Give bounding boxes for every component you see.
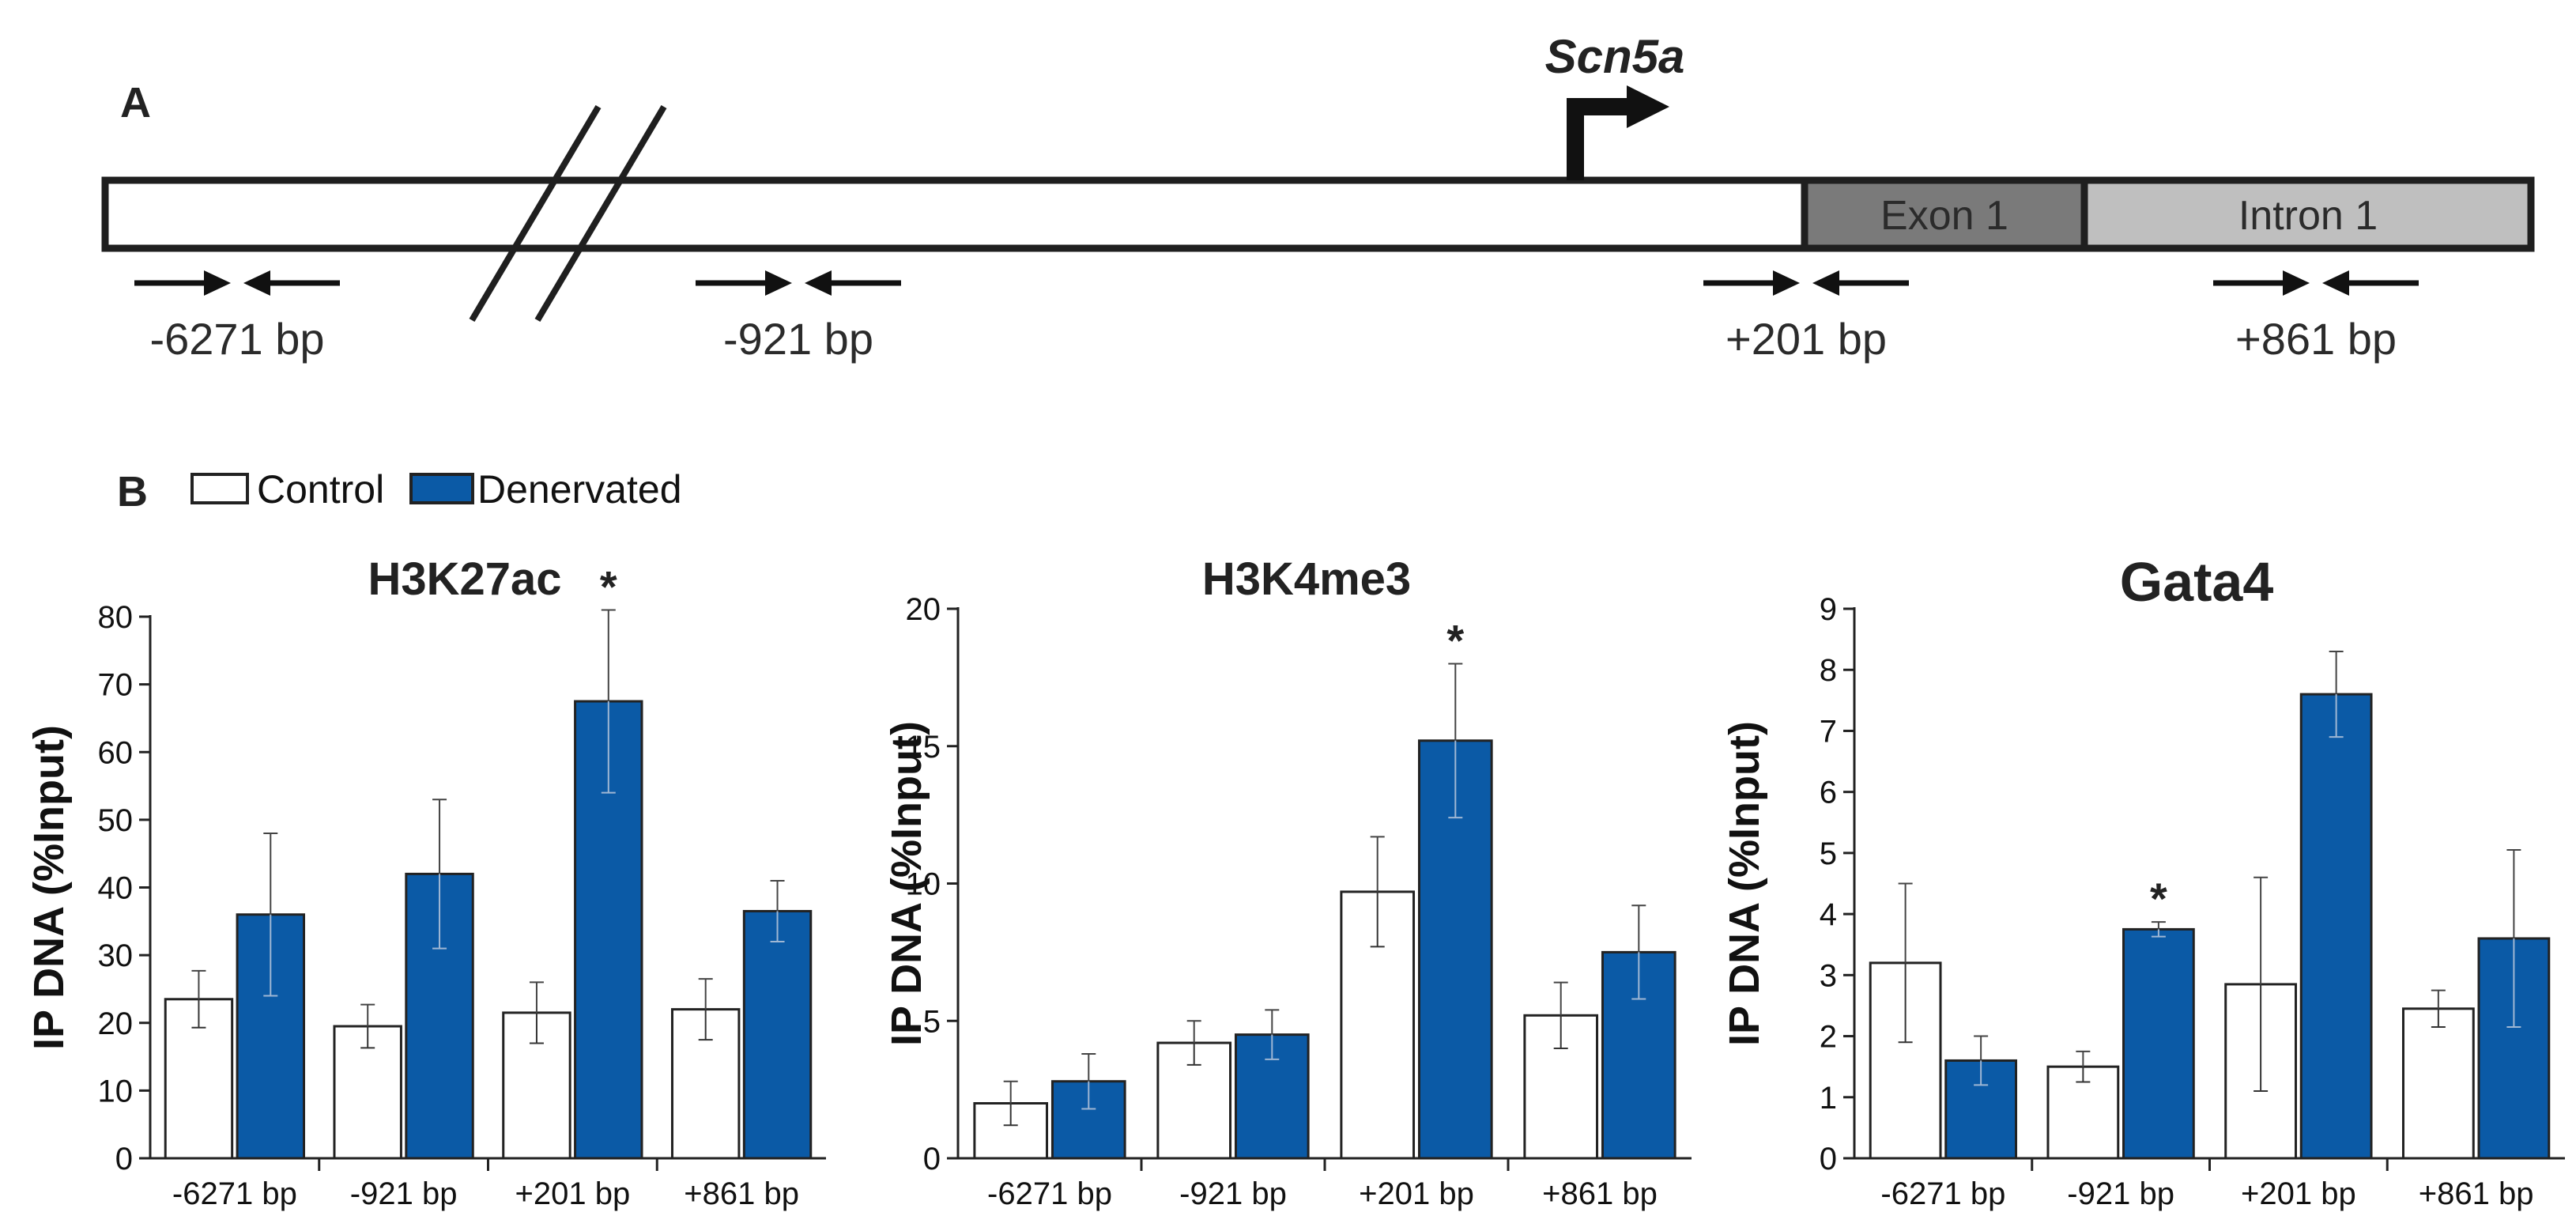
primer-label: -921 bp [723,314,873,364]
chart-gata4: Gata4 IP DNA (%Input) 0 1 2 3 4 5 6 7 8 9 -6271 bp -9… [1721,551,2565,1211]
bar-denervated--921bp [2122,927,2195,1160]
y-tick-label: 6 [1820,776,1837,810]
y-tick-label: 0 [923,1142,941,1176]
exon-1-label: Exon 1 [1880,193,2008,239]
bar-denervated-+201bp [2299,693,2373,1160]
y-tick-label: 20 [906,592,941,627]
y-axis-label: IP DNA (%Input) [1721,721,1768,1046]
x-tick-label: -921 bp [1179,1176,1287,1211]
exon-1-box [1801,176,2088,252]
chart-title: Gata4 [2120,551,2274,613]
x-tick-label: +201 bp [1359,1176,1474,1211]
y-tick-label: 0 [1820,1142,1837,1176]
intron-1-label: Intron 1 [2238,193,2378,239]
panel-b-label: B [117,468,148,515]
primer-reverse-head [1812,270,1839,296]
primer-label: +201 bp [1726,314,1887,364]
tss-arrow-stem [1567,98,1628,180]
significance-star: * [1446,616,1464,666]
axis-break-line-1 [469,104,602,323]
x-tick-label: +201 bp [515,1176,631,1211]
primer-label: -6271 bp [149,314,324,364]
axis-break-line-2 [534,104,667,323]
y-tick-label: 8 [1820,653,1837,688]
y-tick-label: 4 [1820,897,1837,932]
primer-forward-head [204,270,231,296]
panel-a-label: A [120,79,151,126]
legend-control-label: Control [257,467,384,512]
y-tick-label: 40 [98,871,134,906]
y-tick-label: 0 [115,1142,133,1176]
x-tick-label: -921 bp [2067,1176,2174,1211]
panel-a: A Exon 1 Intron 1 Scn5a -6271 bp -921 bp +… [101,30,2535,364]
panel-b: B Control Denervated H3K27ac IP DNA (%Inp… [25,467,2565,1211]
primer-forward-head [2283,270,2310,296]
y-tick-label: 10 [906,867,941,902]
y-tick-label: 70 [98,668,134,703]
primer-reverse-head [805,270,832,296]
x-tick-label: -6271 bp [1880,1176,2005,1211]
legend-denervated-label: Denervated [477,467,682,512]
legend-control-swatch [190,473,249,504]
y-tick-label: 80 [98,600,134,635]
y-tick-label: 9 [1820,592,1837,627]
x-tick-label: -6271 bp [987,1176,1112,1211]
chart-h3k4me3: H3K4me3 IP DNA (%Input) 0 5 10 15 20 -6271 bp -9… [883,553,1692,1211]
y-axis-label: IP DNA (%Input) [25,725,73,1050]
y-tick-label: 10 [98,1074,134,1108]
y-tick-label: 5 [923,1004,941,1039]
intron-1-box [2080,176,2535,252]
promoter-region-box [101,176,1808,252]
x-tick-label: -921 bp [350,1176,458,1211]
bar-control--921bp [2046,1065,2120,1160]
legend-denervated-swatch [409,473,474,504]
significance-star: * [2150,874,2167,923]
y-tick-label: 1 [1820,1081,1837,1116]
y-tick-label: 7 [1820,714,1837,749]
y-tick-label: 20 [98,1006,134,1041]
bar-denervated-+861bp [742,909,813,1160]
y-tick-label: 3 [1820,958,1837,993]
primer-forward-head [1773,270,1800,296]
primer-reverse-head [2322,270,2349,296]
y-tick-label: 50 [98,803,134,838]
y-tick-label: 2 [1820,1020,1837,1055]
gene-name: Scn5a [1545,30,1685,83]
y-tick-label: 15 [906,730,941,765]
tss-arrow-head [1627,85,1669,128]
primer-forward-head [765,270,792,296]
bar-control--6271bp [973,1102,1049,1160]
x-tick-label: +861 bp [2419,1176,2534,1211]
significance-star: * [600,561,617,611]
primer-pairs: -6271 bp -921 bp +201 bp +861 bp [134,270,2419,364]
bar-control-+861bp [2401,1007,2475,1160]
x-tick-label: -6271 bp [172,1176,297,1211]
x-tick-label: +861 bp [684,1176,799,1211]
y-tick-label: 5 [1820,836,1837,871]
x-tick-label: +201 bp [2241,1176,2356,1211]
primer-label: +861 bp [2235,314,2397,364]
chart-title: H3K27ac [368,553,561,605]
y-tick-label: 30 [98,938,134,973]
x-tick-label: +861 bp [1542,1176,1658,1211]
y-tick-label: 60 [98,735,134,770]
chart-h3k27ac: H3K27ac IP DNA (%Input) 0 10 20 30 40 50 60 70 80 -… [25,553,826,1211]
chart-title: H3K4me3 [1202,553,1411,605]
primer-reverse-head [243,270,270,296]
y-axis-label: IP DNA (%Input) [883,721,930,1046]
